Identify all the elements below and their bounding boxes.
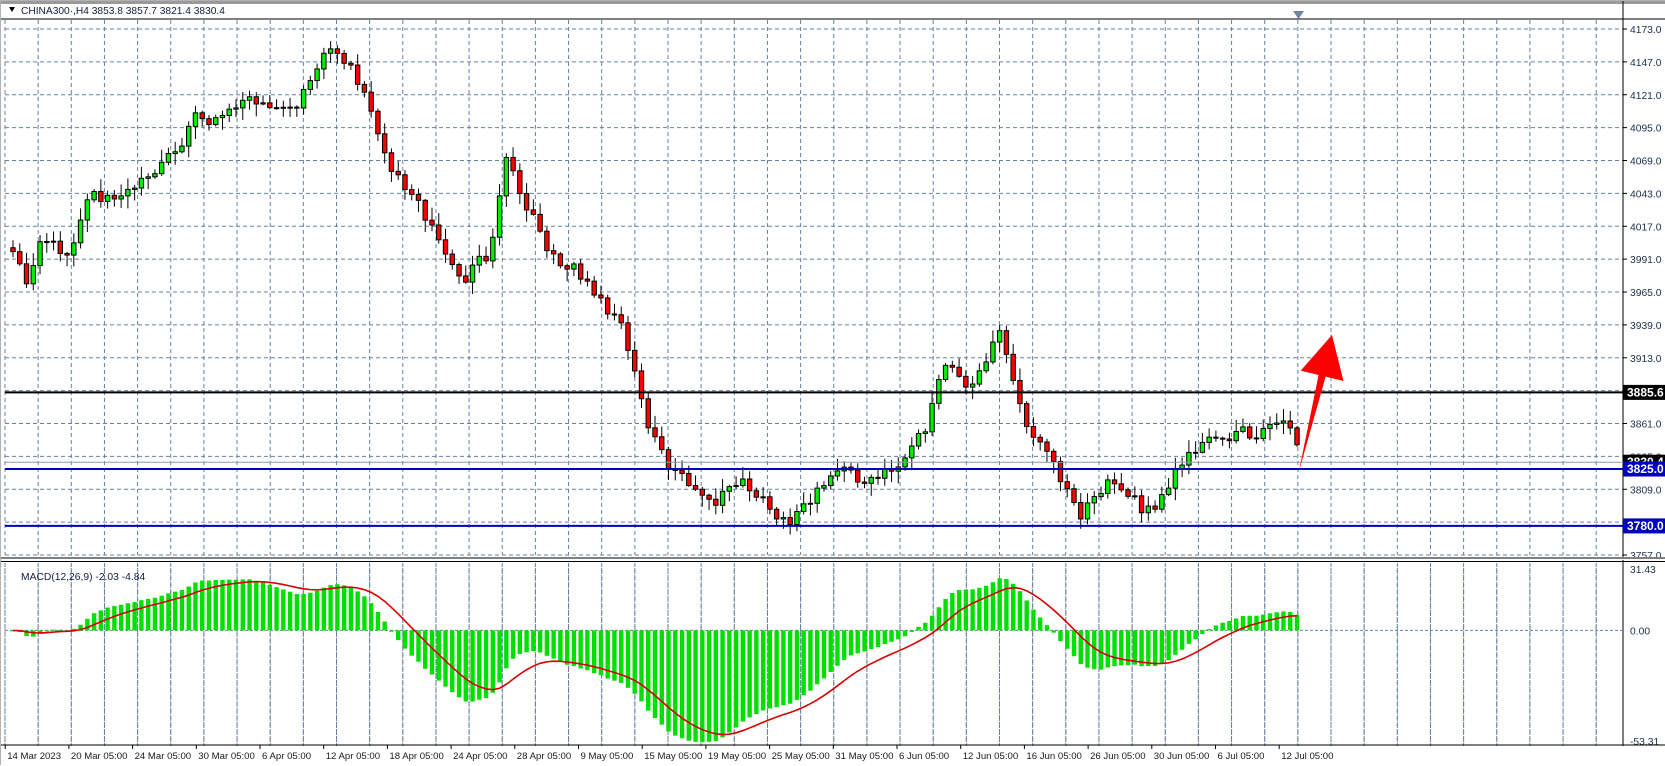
svg-text:3885.6: 3885.6 (1627, 385, 1664, 399)
svg-text:26 Jun 05:00: 26 Jun 05:00 (1090, 751, 1145, 762)
svg-text:6 Jun 05:00: 6 Jun 05:00 (899, 751, 949, 762)
svg-text:-53.31: -53.31 (1630, 737, 1659, 748)
svg-text:3913.0: 3913.0 (1630, 354, 1662, 365)
svg-text:3939.0: 3939.0 (1630, 321, 1662, 332)
svg-text:12 Apr 05:00: 12 Apr 05:00 (326, 751, 380, 762)
svg-text:14 Mar 2023: 14 Mar 2023 (7, 751, 61, 762)
svg-text:28 Apr 05:00: 28 Apr 05:00 (517, 751, 571, 762)
svg-text:12 Jun 05:00: 12 Jun 05:00 (963, 751, 1018, 762)
svg-text:9 May 05:00: 9 May 05:00 (581, 751, 634, 762)
svg-text:12 Jul 05:00: 12 Jul 05:00 (1281, 751, 1333, 762)
svg-text:3780.0: 3780.0 (1627, 519, 1664, 533)
svg-text:24 Apr 05:00: 24 Apr 05:00 (453, 751, 507, 762)
svg-text:3991.0: 3991.0 (1630, 255, 1662, 266)
svg-text:6 Jul 05:00: 6 Jul 05:00 (1218, 751, 1265, 762)
svg-text:4173.0: 4173.0 (1630, 25, 1662, 36)
svg-text:3757.0: 3757.0 (1630, 551, 1662, 562)
svg-text:0.00: 0.00 (1630, 626, 1650, 637)
svg-text:MACD(12,26,9) -2.03 -4.84: MACD(12,26,9) -2.03 -4.84 (21, 572, 145, 583)
svg-text:3965.0: 3965.0 (1630, 288, 1662, 299)
svg-text:16 Jun 05:00: 16 Jun 05:00 (1026, 751, 1081, 762)
svg-text:30 Jun 05:00: 30 Jun 05:00 (1154, 751, 1209, 762)
svg-text:4043.0: 4043.0 (1630, 189, 1662, 200)
svg-text:24 Mar 05:00: 24 Mar 05:00 (135, 751, 192, 762)
svg-text:4147.0: 4147.0 (1630, 58, 1662, 69)
svg-text:3861.0: 3861.0 (1630, 420, 1662, 431)
svg-text:15 May 05:00: 15 May 05:00 (644, 751, 702, 762)
svg-text:4121.0: 4121.0 (1630, 91, 1662, 102)
svg-text:31.43: 31.43 (1630, 565, 1656, 576)
svg-text:6 Apr 05:00: 6 Apr 05:00 (262, 751, 311, 762)
svg-text:4017.0: 4017.0 (1630, 222, 1662, 233)
svg-text:4069.0: 4069.0 (1630, 157, 1662, 168)
svg-text:18 Apr 05:00: 18 Apr 05:00 (389, 751, 443, 762)
svg-text:25 May 05:00: 25 May 05:00 (772, 751, 830, 762)
svg-text:3825.0: 3825.0 (1627, 462, 1664, 476)
svg-text:19 May 05:00: 19 May 05:00 (708, 751, 766, 762)
svg-text:30 Mar 05:00: 30 Mar 05:00 (198, 751, 255, 762)
svg-text:4095.0: 4095.0 (1630, 124, 1662, 135)
svg-text:31 May 05:00: 31 May 05:00 (835, 751, 893, 762)
svg-text:20 Mar 05:00: 20 Mar 05:00 (71, 751, 128, 762)
svg-text:3809.0: 3809.0 (1630, 485, 1662, 496)
svg-text:CHINA300·,H4 3853.8 3857.7 3: CHINA300·,H4 3853.8 3857.7 3821.4 3830.4 (21, 6, 225, 17)
